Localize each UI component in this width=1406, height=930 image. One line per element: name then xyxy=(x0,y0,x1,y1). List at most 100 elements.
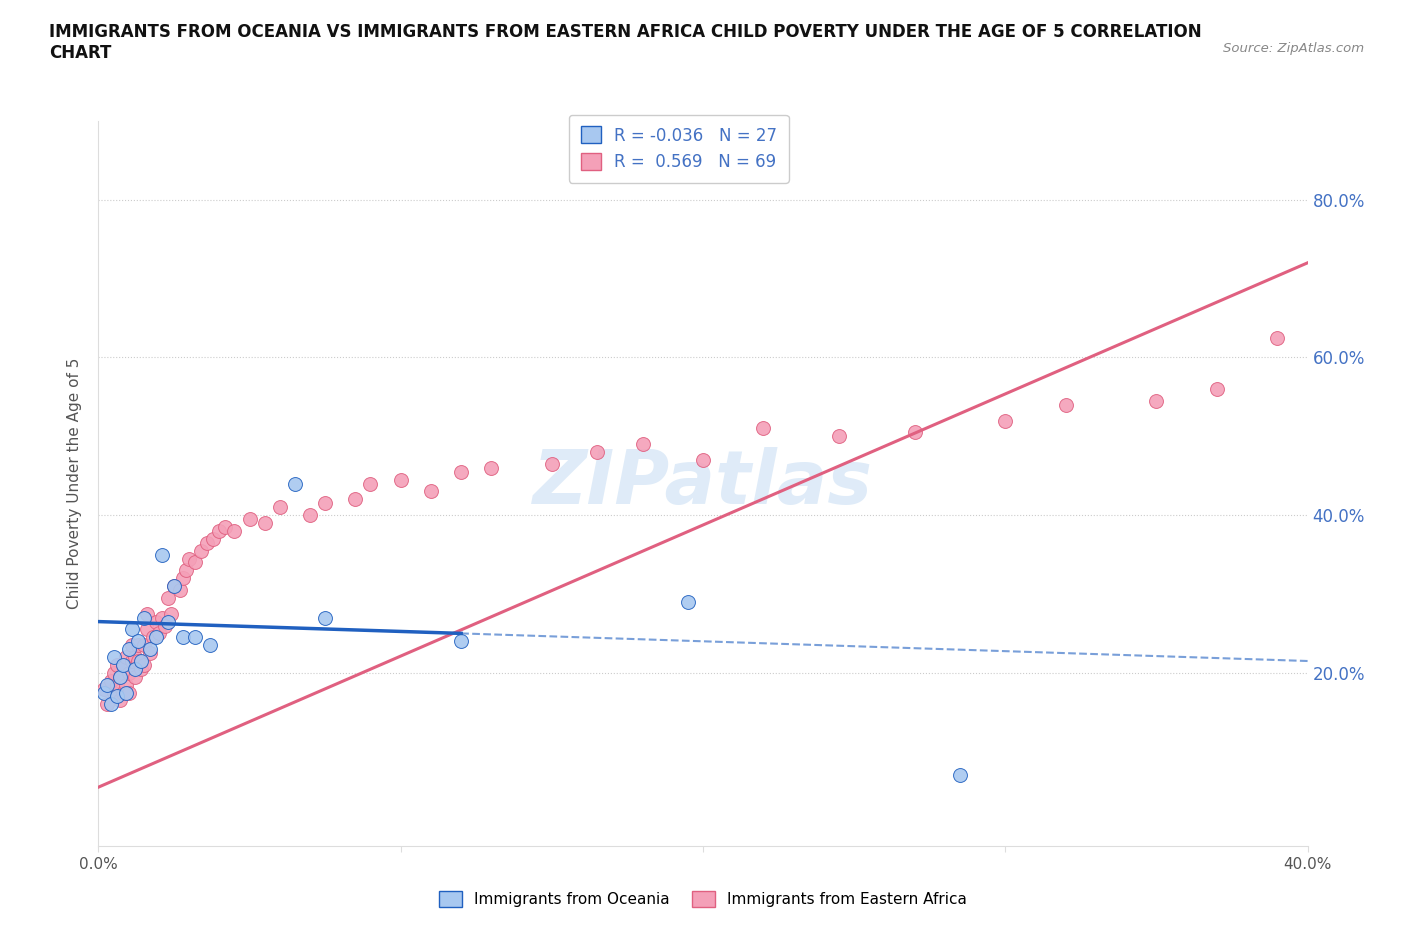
Point xyxy=(118,685,141,700)
Point xyxy=(121,622,143,637)
Point xyxy=(450,464,472,479)
Legend: R = -0.036   N = 27, R =  0.569   N = 69: R = -0.036 N = 27, R = 0.569 N = 69 xyxy=(569,114,789,182)
Point xyxy=(93,681,115,696)
Text: IMMIGRANTS FROM OCEANIA VS IMMIGRANTS FROM EASTERN AFRICA CHILD POVERTY UNDER TH: IMMIGRANTS FROM OCEANIA VS IMMIGRANTS FR… xyxy=(49,23,1202,62)
Point xyxy=(118,642,141,657)
Point xyxy=(132,638,155,653)
Point xyxy=(105,677,128,692)
Point xyxy=(481,460,503,475)
Point xyxy=(172,630,194,644)
Point xyxy=(184,555,207,570)
Legend: Immigrants from Oceania, Immigrants from Eastern Africa: Immigrants from Oceania, Immigrants from… xyxy=(433,884,973,913)
Point xyxy=(195,536,218,551)
Point xyxy=(450,634,472,649)
Point xyxy=(96,677,118,692)
Point xyxy=(105,658,128,672)
Point xyxy=(150,547,173,562)
Point xyxy=(103,665,125,680)
Point xyxy=(103,685,125,700)
Point xyxy=(904,425,927,440)
Point xyxy=(239,512,262,526)
Point xyxy=(994,413,1017,428)
Point xyxy=(108,670,131,684)
Point xyxy=(420,484,443,498)
Point xyxy=(1206,381,1229,396)
Point xyxy=(145,630,167,644)
Point xyxy=(200,638,222,653)
Point xyxy=(111,658,134,672)
Point xyxy=(150,610,173,625)
Point xyxy=(160,606,183,621)
Text: ZIPatlas: ZIPatlas xyxy=(533,447,873,520)
Point xyxy=(631,437,654,452)
Point xyxy=(692,453,714,468)
Point xyxy=(145,614,167,629)
Point xyxy=(132,610,155,625)
Y-axis label: Child Poverty Under the Age of 5: Child Poverty Under the Age of 5 xyxy=(67,358,83,609)
Point xyxy=(124,670,146,684)
Point xyxy=(103,650,125,665)
Point xyxy=(163,578,186,593)
Point xyxy=(93,685,115,700)
Point xyxy=(156,591,179,605)
Point xyxy=(314,496,336,511)
Point xyxy=(139,642,162,657)
Point xyxy=(586,445,609,459)
Point xyxy=(156,614,179,629)
Point xyxy=(118,665,141,680)
Point xyxy=(148,626,170,641)
Point xyxy=(214,520,236,535)
Point xyxy=(124,650,146,665)
Point xyxy=(828,429,851,444)
Point xyxy=(121,654,143,669)
Point xyxy=(1144,393,1167,408)
Point xyxy=(111,685,134,700)
Point xyxy=(202,531,225,546)
Point xyxy=(100,673,122,688)
Point xyxy=(96,697,118,711)
Point xyxy=(114,685,136,700)
Point xyxy=(135,622,157,637)
Point xyxy=(389,472,412,487)
Point xyxy=(184,630,207,644)
Point xyxy=(253,515,276,530)
Point xyxy=(124,661,146,676)
Point xyxy=(224,524,246,538)
Point xyxy=(132,658,155,672)
Point xyxy=(174,563,197,578)
Point xyxy=(540,457,562,472)
Point xyxy=(129,654,152,669)
Point xyxy=(676,594,699,609)
Point xyxy=(129,661,152,676)
Point xyxy=(114,650,136,665)
Point xyxy=(163,578,186,593)
Point xyxy=(1267,330,1289,345)
Point xyxy=(121,638,143,653)
Point xyxy=(949,768,972,783)
Point xyxy=(172,571,194,586)
Point xyxy=(127,638,149,653)
Point xyxy=(299,508,322,523)
Point xyxy=(208,524,231,538)
Point xyxy=(344,492,367,507)
Point xyxy=(139,645,162,660)
Point xyxy=(169,582,191,597)
Point xyxy=(179,551,201,566)
Point xyxy=(127,654,149,669)
Point xyxy=(1054,397,1077,412)
Point xyxy=(111,658,134,672)
Point xyxy=(360,476,382,491)
Point xyxy=(190,543,212,558)
Point xyxy=(142,630,165,644)
Point xyxy=(105,689,128,704)
Point xyxy=(108,670,131,684)
Text: Source: ZipAtlas.com: Source: ZipAtlas.com xyxy=(1223,42,1364,55)
Point xyxy=(100,697,122,711)
Point xyxy=(269,499,291,514)
Point xyxy=(153,618,176,633)
Point xyxy=(752,421,775,436)
Point xyxy=(114,677,136,692)
Point xyxy=(314,610,336,625)
Point xyxy=(127,634,149,649)
Point xyxy=(284,476,307,491)
